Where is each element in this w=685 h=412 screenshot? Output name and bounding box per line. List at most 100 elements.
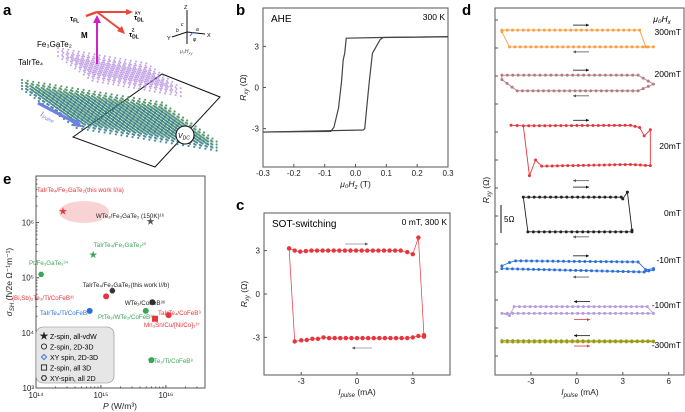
lattice-atom xyxy=(215,149,218,152)
data-point xyxy=(592,311,596,315)
lattice-atom xyxy=(128,112,131,115)
data-point xyxy=(638,163,642,167)
lattice-atom xyxy=(33,96,36,100)
lattice-atom xyxy=(202,131,206,134)
lattice-atom xyxy=(153,90,156,93)
lattice-atom xyxy=(86,60,89,63)
lattice-atom xyxy=(159,112,162,115)
lattice-atom xyxy=(128,121,131,124)
lattice-atom xyxy=(201,142,204,145)
lattice-atom xyxy=(67,48,70,51)
lattice-atom xyxy=(76,60,79,63)
data-point xyxy=(565,311,569,315)
lattice-atom xyxy=(98,72,101,75)
data-point xyxy=(511,311,515,315)
lattice-atom xyxy=(123,60,126,63)
lattice-atom xyxy=(204,147,207,150)
lattice-atom xyxy=(83,55,85,58)
lattice-atom xyxy=(51,97,54,100)
lattice-atom xyxy=(156,76,159,78)
data-point xyxy=(630,45,634,49)
lattice-atom xyxy=(95,125,98,128)
data-point xyxy=(558,268,562,272)
lattice-atom xyxy=(135,64,137,67)
lattice-atom xyxy=(104,92,108,95)
lattice-atom xyxy=(74,59,77,62)
forward-arrow-head xyxy=(586,23,589,27)
data-point xyxy=(538,311,542,315)
device-schematic: VDC IPulse Fe₃GaTe₂ TaIrTe₄ M τFL τDLXY … xyxy=(18,5,221,168)
data-point xyxy=(625,190,629,194)
data-point xyxy=(613,305,617,309)
lattice-atom xyxy=(99,70,102,73)
lattice-atom xyxy=(134,113,137,116)
lattice-atom xyxy=(143,84,146,87)
lattice-atom xyxy=(207,134,210,137)
lattice-atom xyxy=(140,75,142,78)
data-point xyxy=(595,269,599,273)
lattice-atom xyxy=(98,76,101,79)
lattice-atom xyxy=(74,101,77,104)
lattice-atom xyxy=(101,81,104,84)
lattice-atom xyxy=(75,99,78,102)
data-point xyxy=(580,124,584,128)
lattice-atom xyxy=(148,67,151,70)
lattice-atom xyxy=(96,72,99,75)
lattice-atom xyxy=(62,99,66,102)
loop-field-label: -100mT xyxy=(652,300,681,310)
lattice-atom xyxy=(89,124,92,127)
loop-line xyxy=(511,124,651,176)
lattice-atom xyxy=(144,64,147,67)
lattice-atom xyxy=(162,136,165,139)
lattice-atom xyxy=(91,75,94,78)
lattice-atom xyxy=(107,82,109,85)
data-point xyxy=(531,230,535,234)
data-point xyxy=(635,340,639,344)
lattice-atom xyxy=(169,110,172,113)
lattice-atom xyxy=(85,67,88,69)
lattice-atom xyxy=(165,82,168,85)
data-point xyxy=(546,259,550,263)
lattice-atom xyxy=(151,125,154,128)
lattice-atom xyxy=(160,129,164,132)
y-tick-label: 3 xyxy=(256,247,261,256)
lattice-atom xyxy=(118,108,122,111)
lattice-atom xyxy=(108,62,111,65)
x-tick-label: 10¹⁶ xyxy=(158,391,173,400)
lattice-atom xyxy=(83,123,87,126)
lattice-atom xyxy=(123,75,126,77)
data-point xyxy=(343,335,349,341)
data-point xyxy=(628,162,632,166)
lattice-atom xyxy=(215,146,218,149)
lattice-atom xyxy=(101,73,104,76)
lattice-atom xyxy=(119,75,122,78)
lattice-atom xyxy=(79,102,82,105)
x-tick-label: -0.2 xyxy=(287,169,301,178)
data-point xyxy=(522,311,526,315)
data-point xyxy=(508,261,512,265)
lattice-atom xyxy=(124,118,127,121)
panel-label-c: c xyxy=(236,197,244,214)
data-point xyxy=(405,335,410,341)
forward-arrow-head xyxy=(586,185,589,189)
lattice-atom xyxy=(107,80,110,83)
lattice-atom xyxy=(87,76,90,79)
data-point xyxy=(603,230,607,234)
lattice-atom xyxy=(116,64,119,67)
lattice-atom xyxy=(94,69,97,72)
data-point xyxy=(582,45,586,49)
data-point xyxy=(586,124,590,128)
series-line xyxy=(288,248,425,342)
lattice-atom xyxy=(148,120,151,123)
x-tick-label: 0.0 xyxy=(350,169,362,178)
lattice-atom xyxy=(133,64,136,67)
lattice-atom xyxy=(40,95,43,98)
lattice-atom xyxy=(127,66,130,69)
loop-field-label: 200mT xyxy=(655,69,681,79)
backward-arrow-head xyxy=(352,346,355,350)
lattice-atom xyxy=(127,99,130,102)
lattice-atom xyxy=(48,101,52,104)
data-point xyxy=(553,28,557,32)
square-marker xyxy=(40,364,48,371)
lattice-atom xyxy=(135,68,137,71)
